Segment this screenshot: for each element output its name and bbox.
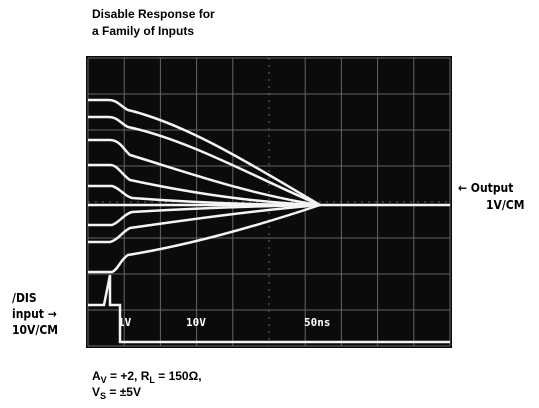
input-label: 10V/CM [12, 323, 58, 337]
trace [88, 203, 321, 227]
input-trace [88, 274, 450, 344]
screen-label: 1V [118, 316, 132, 329]
output-label: 1V/CM [486, 198, 524, 212]
title-line: a Family of Inputs [92, 24, 194, 38]
caption-part: A [92, 369, 101, 383]
caption-line: AV = +2, RL = 150Ω, [92, 369, 202, 385]
input-label: /DIS [12, 291, 37, 305]
caption-part: V [92, 385, 100, 399]
caption-line: VS = ±5V [92, 385, 141, 401]
screen-label: 10V [186, 316, 206, 329]
trace [88, 138, 321, 207]
trace [88, 98, 321, 207]
trace [88, 115, 321, 207]
input-label: input → [12, 307, 57, 321]
trace [88, 203, 321, 274]
scope-grid [87, 57, 451, 347]
caption-part: = 150Ω, [155, 369, 202, 383]
trace [88, 163, 321, 207]
caption-sub: L [149, 375, 155, 385]
trace [88, 203, 321, 244]
screen-label: 50ns [304, 316, 331, 329]
caption-part: = ±5V [106, 385, 141, 399]
caption-sub: V [101, 375, 107, 385]
caption-sub: S [100, 391, 106, 401]
traces [88, 98, 450, 344]
title-line: Disable Response for [92, 7, 215, 21]
caption-part: = +2, R [107, 369, 150, 383]
output-label: ← Output [458, 181, 513, 195]
